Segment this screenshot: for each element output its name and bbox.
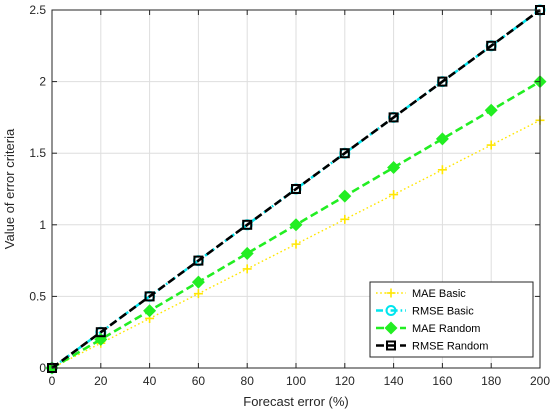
y-tick-label: 0.5 — [29, 289, 46, 303]
data-point — [435, 132, 449, 146]
y-tick-label: 0 — [39, 361, 46, 375]
data-point — [291, 184, 301, 194]
x-tick-label: 0 — [49, 374, 56, 388]
data-point — [144, 291, 155, 302]
series-line — [51, 8, 541, 370]
data-point — [95, 327, 106, 338]
y-axis-label: Value of error criteria — [2, 128, 17, 249]
data-point — [437, 165, 447, 175]
legend-marker — [385, 305, 397, 316]
data-point — [289, 218, 303, 232]
x-tick-label: 20 — [94, 374, 108, 388]
data-point — [340, 214, 350, 224]
x-tick-label: 120 — [335, 374, 355, 388]
x-tick-label: 80 — [241, 374, 255, 388]
data-point — [338, 189, 352, 203]
data-point — [291, 239, 301, 249]
data-point — [437, 76, 448, 87]
legend-box — [369, 281, 534, 358]
x-tick-label: 160 — [432, 374, 452, 388]
y-tick-label: 2.5 — [29, 3, 46, 17]
x-tick-label: 180 — [481, 374, 501, 388]
legend-label: RMSE Random — [412, 341, 488, 353]
data-point — [339, 148, 350, 159]
data-point — [486, 140, 496, 150]
data-point — [191, 275, 205, 289]
legend-marker — [386, 288, 396, 298]
legend-marker — [386, 340, 396, 351]
data-point — [486, 40, 497, 51]
legend-label: MAE Random — [412, 323, 480, 335]
data-point — [193, 255, 204, 266]
x-tick-label: 60 — [192, 374, 206, 388]
y-tick-label: 1.5 — [29, 146, 46, 160]
series-layer — [45, 4, 547, 375]
legend-marker — [384, 321, 398, 335]
data-point — [389, 190, 399, 200]
axis-ticks: 0 20 40 60 80 100 120 140 160 180 200 0 0.5 1 1.5 2 2.5 — [29, 3, 550, 388]
x-tick-label: 40 — [143, 374, 157, 388]
data-point — [388, 112, 399, 123]
data-point — [387, 161, 401, 175]
x-axis-label: Forecast error (%) — [243, 394, 348, 409]
x-tick-label: 140 — [384, 374, 404, 388]
y-tick-label: 2 — [39, 75, 46, 89]
x-tick-label: 100 — [286, 374, 306, 388]
series-rmse-random — [47, 5, 545, 373]
data-point — [193, 289, 203, 299]
data-point — [242, 264, 252, 274]
data-point — [484, 103, 498, 117]
legend-label: RMSE Basic — [412, 306, 474, 318]
data-point — [242, 219, 253, 230]
legend: MAE Basic RMSE Basic MAE Random RMSE Random — [369, 281, 534, 358]
data-point — [143, 304, 157, 318]
y-tick-label: 1 — [39, 218, 46, 232]
data-point — [240, 246, 254, 260]
x-tick-label: 200 — [530, 374, 550, 388]
legend-label: MAE Basic — [412, 288, 466, 300]
